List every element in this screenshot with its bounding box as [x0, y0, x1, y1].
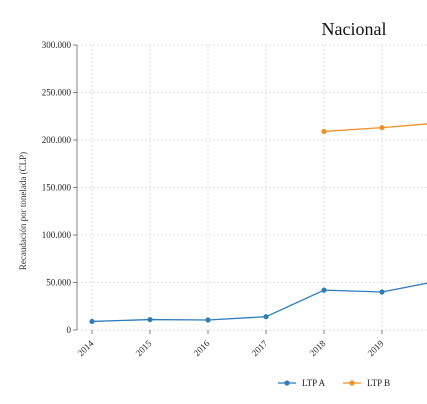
data-point — [89, 319, 94, 324]
data-point — [321, 288, 326, 293]
y-tick-label: 250.000 — [42, 88, 72, 98]
y-tick-label: 0 — [67, 325, 72, 335]
series-line — [92, 281, 427, 322]
y-axis-label: Recaudación por tonelada (CLP) — [18, 152, 28, 270]
x-tick-label: 2017 — [250, 338, 270, 358]
data-point — [205, 317, 210, 322]
y-tick-label: 150.000 — [42, 183, 72, 193]
legend: LTP A LTP B — [278, 378, 390, 388]
x-tick-label: 2018 — [308, 338, 328, 358]
legend-marker — [284, 380, 289, 385]
series-lines — [89, 120, 427, 324]
series-line — [324, 123, 427, 132]
grid-lines — [77, 45, 427, 330]
x-tick-label: 2019 — [366, 338, 386, 358]
chart-title: Nacional — [322, 19, 387, 39]
data-point — [379, 289, 384, 294]
data-point — [379, 125, 384, 130]
y-tick-label: 200.000 — [42, 135, 72, 145]
y-tick-label: 300.000 — [42, 40, 72, 50]
legend-label: LTP B — [367, 378, 390, 388]
data-point — [263, 314, 268, 319]
x-tick-label: 2015 — [134, 338, 154, 358]
y-tick-label: 50.000 — [46, 278, 71, 288]
x-tick-label: 2016 — [192, 338, 212, 358]
x-tick-label: 2014 — [76, 338, 96, 358]
data-point — [321, 129, 326, 134]
data-point — [147, 317, 152, 322]
legend-marker — [349, 380, 354, 385]
axes: 0 50.000 100.000 150.000 200.000 250.000 300.0… — [42, 40, 427, 358]
y-tick-label: 100.000 — [42, 230, 72, 240]
legend-label: LTP A — [302, 378, 326, 388]
